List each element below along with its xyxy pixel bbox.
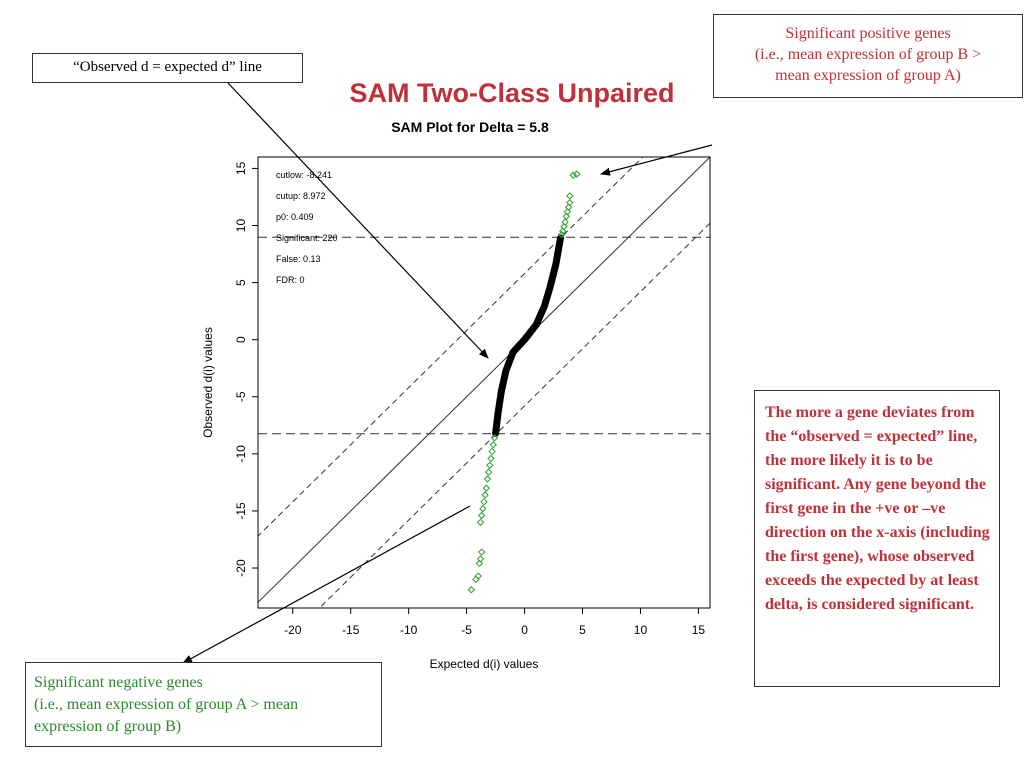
x-tick-label: 10 bbox=[634, 623, 648, 637]
significant-gene-point bbox=[472, 575, 480, 584]
significant-gene-point bbox=[559, 227, 567, 235]
significant-gene-point bbox=[476, 518, 485, 527]
x-tick-label: -20 bbox=[284, 623, 302, 637]
y-tick-label: -10 bbox=[234, 445, 248, 463]
stat-line: Significant: 220 bbox=[276, 233, 338, 243]
significant-gene-point bbox=[475, 559, 484, 568]
stat-line: False: 0.13 bbox=[276, 254, 321, 264]
stat-line: p0: 0.409 bbox=[276, 212, 314, 222]
negative-genes-arrow bbox=[182, 505, 471, 664]
observed-expected-label: “Observed d = expected d” line bbox=[73, 59, 262, 75]
explanation-callout: The more a gene deviates from the “obser… bbox=[754, 390, 1000, 687]
negative-genes-line3: expression of group B) bbox=[34, 718, 182, 735]
significant-gene-point bbox=[477, 548, 486, 556]
chart-title: SAM Plot for Delta = 5.8 bbox=[391, 119, 549, 135]
positive-genes-line2: (i.e., mean expression of group B > bbox=[754, 46, 982, 63]
y-tick-label: 15 bbox=[234, 161, 248, 175]
significant-gene-point bbox=[484, 468, 493, 476]
significant-gene-point bbox=[489, 441, 497, 449]
negative-genes-callout: Significant negative genes (i.e., mean e… bbox=[25, 662, 382, 747]
x-axis-label: Expected d(i) values bbox=[430, 657, 539, 671]
stat-line: FDR: 0 bbox=[276, 275, 305, 285]
negative-genes-line1: Significant negative genes bbox=[34, 674, 203, 691]
significant-gene-point bbox=[569, 171, 577, 179]
x-tick-label: 15 bbox=[692, 623, 706, 637]
observed-expected-arrow bbox=[227, 82, 489, 359]
observed-expected-callout: “Observed d = expected d” line bbox=[32, 53, 303, 83]
nonsignificant-genes-curve bbox=[492, 234, 564, 437]
positive-genes-arrow bbox=[600, 144, 713, 176]
y-tick-label: -5 bbox=[234, 391, 248, 402]
y-tick-label: 5 bbox=[234, 279, 248, 286]
significant-gene-point bbox=[480, 498, 488, 506]
y-tick-label: 10 bbox=[234, 219, 248, 233]
significant-gene-point bbox=[488, 447, 496, 456]
x-tick-label: -5 bbox=[461, 623, 472, 637]
lower-delta-line bbox=[318, 222, 710, 608]
explanation-text: The more a gene deviates from the “obser… bbox=[765, 404, 990, 613]
significant-gene-point bbox=[490, 434, 499, 442]
y-axis-label: Observed d(i) values bbox=[201, 327, 215, 438]
x-tick-label: 0 bbox=[521, 623, 528, 637]
identity-line bbox=[258, 157, 710, 603]
x-tick-label: -15 bbox=[342, 623, 360, 637]
y-tick-label: -15 bbox=[234, 502, 248, 520]
significant-gene-point bbox=[481, 491, 489, 499]
positive-genes-line3: mean expression of group A) bbox=[775, 67, 961, 84]
significant-gene-point bbox=[557, 230, 566, 239]
slide-title: SAM Two-Class Unpaired bbox=[349, 78, 675, 108]
significant-gene-point bbox=[482, 484, 491, 492]
significant-gene-point bbox=[479, 504, 487, 513]
significant-gene-point bbox=[477, 511, 486, 520]
x-tick-label: 5 bbox=[579, 623, 586, 637]
significant-gene-point bbox=[467, 586, 475, 594]
negative-genes-line2: (i.e., mean expression of group A > mean bbox=[34, 696, 299, 713]
positive-genes-line1: Significant positive genes bbox=[785, 25, 951, 42]
plot-frame bbox=[257, 156, 711, 609]
significant-gene-point bbox=[566, 192, 574, 200]
stat-line: cutlow: -8.241 bbox=[276, 170, 332, 180]
stat-line: cutup: 8.972 bbox=[276, 191, 326, 201]
significant-gene-point bbox=[487, 454, 495, 463]
positive-genes-callout: Significant positive genes (i.e., mean e… bbox=[713, 14, 1023, 98]
significant-gene-point bbox=[486, 461, 494, 469]
x-tick-label: -10 bbox=[400, 623, 418, 637]
upper-delta-line bbox=[258, 157, 644, 537]
significant-gene-point bbox=[483, 475, 492, 483]
significant-gene-point bbox=[562, 212, 570, 221]
y-tick-label: 0 bbox=[234, 336, 248, 343]
y-tick-label: -20 bbox=[234, 559, 248, 577]
